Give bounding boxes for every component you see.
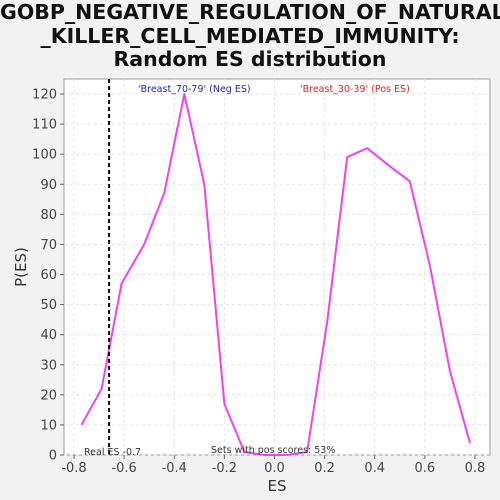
real-es-label: Real ES -0.7 <box>84 447 141 458</box>
x-tick-label: 0.2 <box>314 461 335 476</box>
x-tick-label: 0.4 <box>364 461 385 476</box>
y-tick-label: 120 <box>32 88 57 103</box>
y-tick-label: 30 <box>40 358 57 373</box>
x-tick-label: -0.8 <box>61 461 86 476</box>
y-axis-label: P(ES) <box>12 247 30 287</box>
title-line-1: GOBP_NEGATIVE_REGULATION_OF_NATURAL <box>0 0 500 24</box>
neg-es-label: 'Breast_70-79' (Neg ES) <box>138 84 251 95</box>
x-tick-label: -0.4 <box>162 461 187 476</box>
pos-es-label: 'Breast_30-39' (Pos ES) <box>300 84 410 95</box>
y-tick-label: 40 <box>40 328 57 343</box>
chart-title: GOBP_NEGATIVE_REGULATION_OF_NATURAL _KIL… <box>0 0 500 72</box>
pos-scores-annotation: Sets with pos scores: 53% <box>211 445 335 456</box>
x-tick-label: -0.2 <box>212 461 237 476</box>
y-tick-label: 90 <box>40 178 57 193</box>
y-tick-label: 0 <box>49 449 57 464</box>
y-tick-label: 100 <box>32 148 57 163</box>
y-tick-label: 80 <box>40 208 57 223</box>
x-tick-label: -0.6 <box>111 461 136 476</box>
y-tick-label: 70 <box>40 238 57 253</box>
x-tick-label: 0.6 <box>415 461 436 476</box>
y-tick-label: 10 <box>40 418 57 433</box>
grid-lines <box>64 79 490 456</box>
title-line-2: _KILLER_CELL_MEDIATED_IMMUNITY: <box>40 23 460 48</box>
es-distribution-line <box>80 93 471 456</box>
y-tick-label: 60 <box>40 268 57 283</box>
axis-ticks: -0.8 -0.6 -0.4 -0.2 0.0 0.2 0.4 0.6 0.8 0 10 20 30 40… <box>32 88 485 476</box>
title-line-3: Random ES distribution <box>113 47 387 71</box>
x-tick-label: 0.0 <box>264 461 285 476</box>
y-tick-label: 110 <box>32 118 57 133</box>
plot-area <box>63 78 491 456</box>
y-tick-label: 20 <box>40 388 57 403</box>
x-axis-label: ES <box>268 477 287 495</box>
y-tick-label: 50 <box>40 298 57 313</box>
x-tick-label: 0.8 <box>465 461 486 476</box>
